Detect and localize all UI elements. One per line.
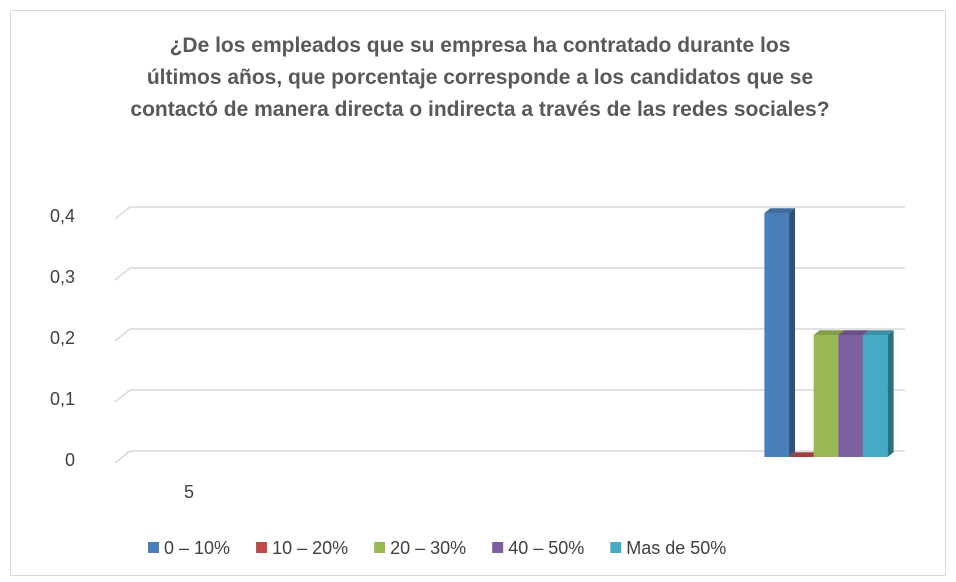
bar-face [789,452,820,457]
y-tick-label: 0,1 [50,389,75,409]
legend-swatch [374,542,386,553]
grid-line [114,328,905,342]
grid-line [114,206,905,220]
bar-face [838,330,869,335]
bar-face [887,330,894,457]
legend-label: Mas de 50% [626,538,726,558]
y-tick-label: 0,2 [50,328,75,348]
legend-swatch [492,542,504,553]
legend-label: 0 – 10% [164,538,230,558]
legend-label: 20 – 30% [390,538,466,558]
bar-face [764,208,796,213]
legend-label: 10 – 20% [272,538,348,558]
legend-label: 40 – 50% [508,538,584,558]
legend-swatch [148,542,159,553]
bar-face [813,330,845,335]
bar-face [862,330,894,335]
grid-line [114,450,905,464]
y-tick-label: 0,3 [50,267,75,287]
x-tick-label: 5 [184,482,194,502]
y-tick-label: 0 [65,450,75,470]
grid-line [114,389,905,403]
bar-face [813,335,839,457]
bar-face [764,213,790,457]
grid-line [114,267,905,281]
y-tick-label: 0,4 [50,206,75,226]
bar-face [838,335,863,457]
chart-title: ¿De los empleados que su empresa ha cont… [130,34,830,121]
legend-swatch [256,542,268,553]
bar-face [862,335,888,457]
bar [789,452,820,457]
legend-swatch [610,542,622,553]
bar-face [789,208,796,457]
bar [862,330,894,457]
bar [764,208,796,457]
